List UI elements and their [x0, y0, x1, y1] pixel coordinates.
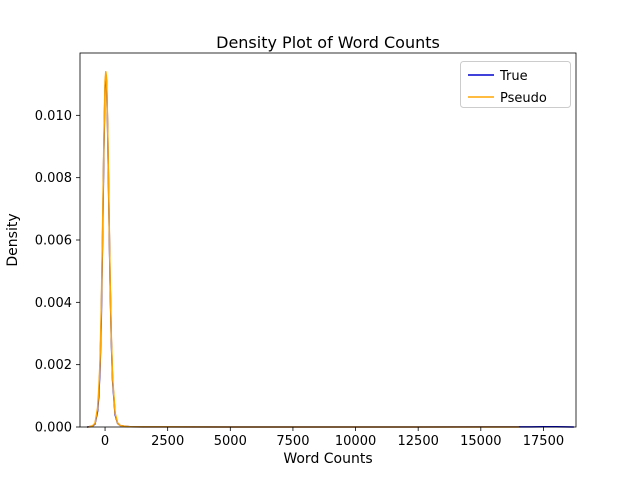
plot-area: 0 2500 5000 7500 10000 12500 15000 17500 0.000 0.… — [35, 52, 577, 449]
y-tick-label: 0.006 — [35, 234, 72, 249]
x-tick-label: 12500 — [398, 434, 439, 449]
x-tick-label: 5000 — [214, 434, 247, 449]
x-axis-label: Word Counts — [283, 451, 372, 467]
legend: True Pseudo — [460, 61, 571, 108]
y-tick-label: 0.008 — [35, 171, 72, 186]
y-tick-label: 0.010 — [35, 109, 72, 124]
y-tick-label: 0.004 — [35, 296, 72, 311]
x-tick-label: 2500 — [151, 434, 184, 449]
legend-label-true: True — [499, 69, 528, 84]
legend-label-pseudo: Pseudo — [500, 91, 547, 106]
y-tick-label: 0.000 — [35, 421, 72, 436]
legend-box — [460, 61, 571, 108]
x-tick-label: 15000 — [460, 434, 501, 449]
series-line-pseudo — [88, 70, 520, 428]
axes-spines — [79, 52, 577, 428]
y-tick-label: 0.002 — [35, 358, 72, 373]
x-tick-label: 7500 — [276, 434, 309, 449]
x-tick-label: 10000 — [335, 434, 376, 449]
y-axis-label: Density — [5, 213, 21, 266]
x-tick-label: 17500 — [523, 434, 564, 449]
chart-title: Density Plot of Word Counts — [216, 33, 440, 52]
x-tick-label: 0 — [101, 434, 109, 449]
series-line-true — [86, 74, 575, 428]
